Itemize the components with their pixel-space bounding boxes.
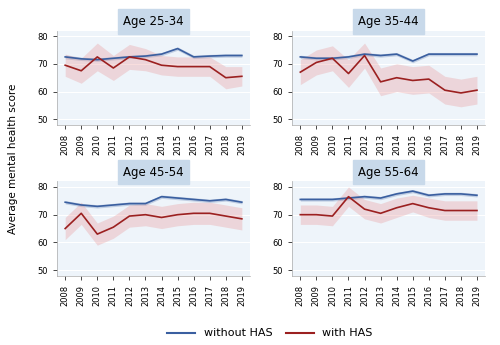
Title: Age 45-54: Age 45-54: [123, 166, 184, 179]
Title: Age 35-44: Age 35-44: [358, 15, 419, 28]
Text: Average mental health score: Average mental health score: [8, 83, 18, 234]
Title: Age 25-34: Age 25-34: [123, 15, 184, 28]
Title: Age 55-64: Age 55-64: [358, 166, 419, 179]
Legend: without HAS, with HAS: without HAS, with HAS: [162, 324, 378, 343]
